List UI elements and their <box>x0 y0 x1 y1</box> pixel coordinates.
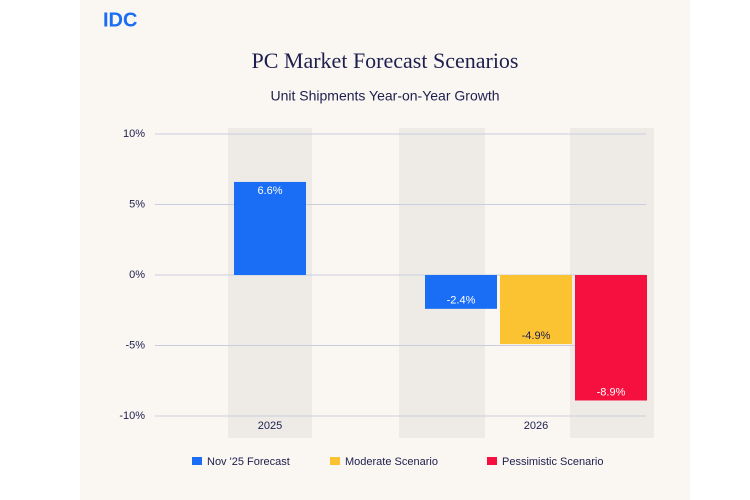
value-label: 6.6% <box>257 185 282 197</box>
value-label: -8.9% <box>597 386 626 398</box>
y-tick-label: -5% <box>125 339 145 351</box>
chart-subtitle: Unit Shipments Year-on-Year Growth <box>270 88 499 104</box>
legend-label: Moderate Scenario <box>345 456 438 468</box>
y-tick-label: 10% <box>123 128 145 140</box>
legend-swatch <box>330 457 340 465</box>
bar <box>575 275 647 401</box>
y-tick-label: -10% <box>119 410 145 422</box>
chart-title: PC Market Forecast Scenarios <box>252 48 519 73</box>
y-tick-label: 0% <box>129 269 145 281</box>
legend-swatch <box>192 457 202 465</box>
logo: IDC <box>103 9 137 31</box>
bar <box>425 275 497 309</box>
bar <box>234 181 306 275</box>
legend-swatch <box>487 457 497 465</box>
legend-label: Pessimistic Scenario <box>502 456 603 468</box>
value-label: -2.4% <box>447 295 476 307</box>
y-tick-label: 5% <box>129 198 145 210</box>
legend-label: Nov '25 Forecast <box>207 456 290 468</box>
value-label: -4.9% <box>522 330 551 342</box>
x-tick-label: 2025 <box>258 420 282 432</box>
bar <box>500 275 572 345</box>
x-tick-label: 2026 <box>524 420 548 432</box>
band <box>228 128 312 438</box>
